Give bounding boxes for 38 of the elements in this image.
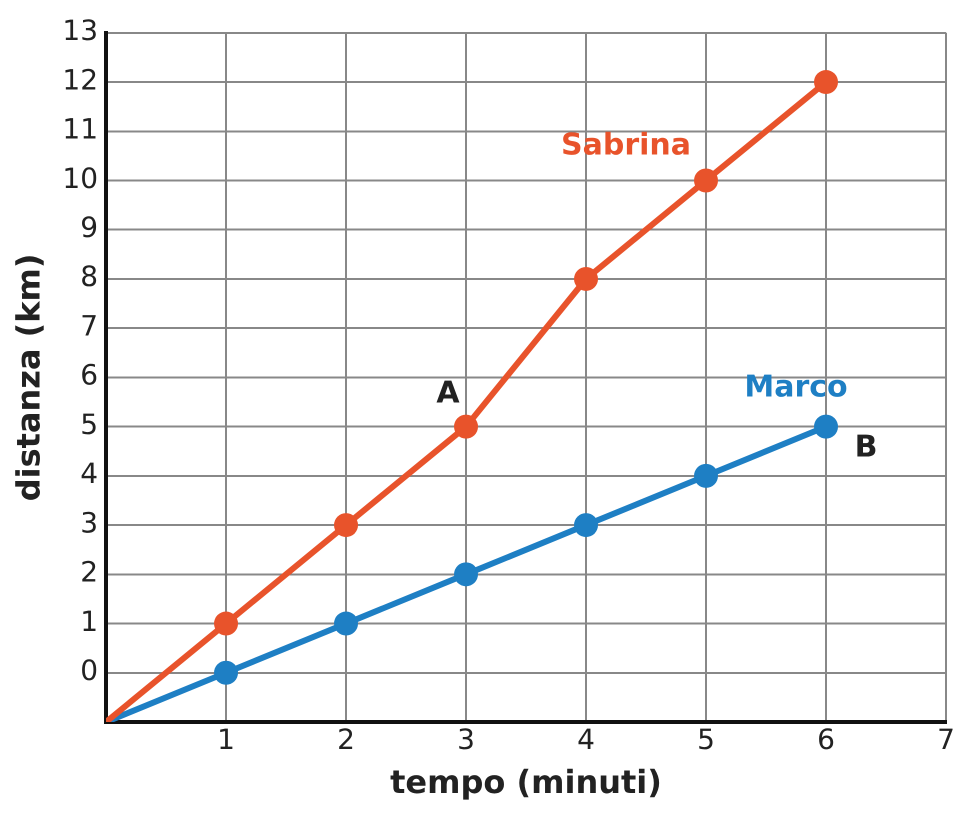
point xyxy=(694,168,718,192)
x-tick-label: 2 xyxy=(337,723,355,756)
point xyxy=(574,513,598,538)
x-tick-label: 7 xyxy=(937,723,955,756)
point xyxy=(214,612,238,636)
y-tick-label: 7 xyxy=(80,309,98,342)
point xyxy=(814,414,838,439)
y-tick-label: 3 xyxy=(80,506,98,540)
point xyxy=(454,562,478,586)
y-tick-label: 2 xyxy=(80,556,98,589)
y-tick-label: 13 xyxy=(62,14,98,48)
y-tick-label: 0 xyxy=(80,654,98,688)
point xyxy=(214,660,238,685)
y-tick-label: 4 xyxy=(80,457,98,490)
x-tick-label: 4 xyxy=(577,723,595,756)
y-tick-label: 10 xyxy=(62,162,98,195)
y-tick-label: 9 xyxy=(80,210,98,244)
x-tick-label: 3 xyxy=(457,723,475,756)
series-label: Marco xyxy=(744,369,848,404)
y-tick-label: 1 xyxy=(80,604,98,638)
x-tick-label: 5 xyxy=(697,723,715,756)
point xyxy=(694,464,718,488)
y-tick-label: 12 xyxy=(62,63,98,96)
y-tick-label: 5 xyxy=(80,408,98,441)
annotation: A xyxy=(436,375,460,410)
y-tick-label: 8 xyxy=(80,260,98,294)
point xyxy=(814,70,838,94)
y-axis-title: distanza (km) xyxy=(10,253,48,502)
y-tick-label: 6 xyxy=(80,358,98,392)
y-tick-label: 11 xyxy=(62,112,98,146)
x-tick-label: 1 xyxy=(217,723,235,756)
point xyxy=(454,414,478,439)
annotation: B xyxy=(854,429,878,464)
point xyxy=(574,266,598,291)
x-axis-title: tempo (minuti) xyxy=(390,763,662,802)
point xyxy=(334,612,358,636)
point xyxy=(334,513,358,538)
x-tick-label: 6 xyxy=(817,723,835,756)
